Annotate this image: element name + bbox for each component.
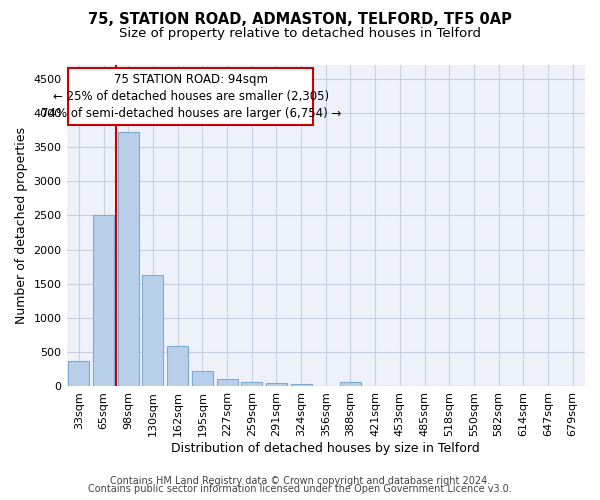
Bar: [118, 132, 139, 386]
Bar: [142, 275, 163, 386]
Text: Size of property relative to detached houses in Telford: Size of property relative to detached ho…: [119, 28, 481, 40]
Bar: [217, 379, 238, 386]
Text: 75 STATION ROAD: 94sqm: 75 STATION ROAD: 94sqm: [114, 73, 268, 86]
X-axis label: Distribution of detached houses by size in Telford: Distribution of detached houses by size …: [172, 442, 480, 455]
Bar: [167, 346, 188, 387]
Y-axis label: Number of detached properties: Number of detached properties: [15, 127, 28, 324]
Text: 74% of semi-detached houses are larger (6,754) →: 74% of semi-detached houses are larger (…: [41, 107, 341, 120]
Bar: [241, 382, 262, 386]
Text: ← 25% of detached houses are smaller (2,305): ← 25% of detached houses are smaller (2,…: [53, 90, 329, 103]
Bar: [266, 384, 287, 386]
Text: 75, STATION ROAD, ADMASTON, TELFORD, TF5 0AP: 75, STATION ROAD, ADMASTON, TELFORD, TF5…: [88, 12, 512, 28]
Bar: [93, 216, 114, 386]
Bar: [68, 361, 89, 386]
Bar: [290, 384, 311, 386]
Text: Contains public sector information licensed under the Open Government Licence v3: Contains public sector information licen…: [88, 484, 512, 494]
Bar: [192, 370, 213, 386]
Text: Contains HM Land Registry data © Crown copyright and database right 2024.: Contains HM Land Registry data © Crown c…: [110, 476, 490, 486]
Bar: [340, 382, 361, 386]
